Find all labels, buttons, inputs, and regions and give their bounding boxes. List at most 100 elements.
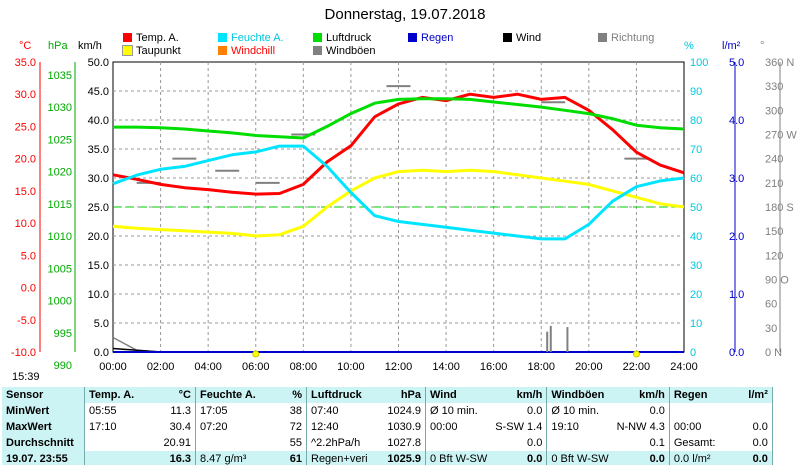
cell-min-gust-value: 0.0 <box>612 403 670 419</box>
axis-header-lm2: l/m² <box>722 40 741 52</box>
tick-hpa-4: 1015 <box>48 199 72 211</box>
legend-swatch-temp <box>123 33 132 42</box>
legend-wind: Wind <box>503 32 541 44</box>
tick-celsius-1: 30.0 <box>15 89 36 101</box>
legend-label-humidity: Feuchte A. <box>231 32 284 44</box>
cell-cur-rain-value: 0.0 <box>733 451 773 465</box>
tick-hpa-1: 1030 <box>48 102 72 114</box>
tick-celsius-9: -10.0 <box>11 347 36 359</box>
legend-direction: Richtung <box>598 32 654 44</box>
tick-hpa-9: 990 <box>54 360 72 372</box>
cell-avg-wind-time <box>426 435 492 451</box>
tick-percent-8: 20 <box>690 289 702 301</box>
cell-min-press-value: 1024.9 <box>381 403 426 419</box>
tick-time-7: 14:00 <box>432 361 460 373</box>
cell-cur-press-trend: Regen+veri <box>311 453 368 465</box>
legend-swatch-gusts <box>313 46 322 55</box>
tick-time-9: 18:00 <box>527 361 555 373</box>
cell-max-rain-value: 0.0 <box>733 419 773 435</box>
cell-avg-gust-value: 0.1 <box>612 435 670 451</box>
tick-hpa-7: 1000 <box>48 296 72 308</box>
legend-swatch-windchill <box>218 46 227 55</box>
cell-max-press-value: 1030.9 <box>381 419 426 435</box>
tick-percent-3: 70 <box>690 144 702 156</box>
tick-lm2-5: 0.0 <box>729 347 744 359</box>
tick-time-6: 12:00 <box>385 361 413 373</box>
legend-label-direction: Richtung <box>611 32 655 44</box>
tick-celsius-5: 10.0 <box>15 218 36 230</box>
legend-label-wind: Wind <box>516 32 542 44</box>
cell-avg-hum-value: 55 <box>274 435 307 451</box>
cell-total-rain-value: 0.0 <box>733 435 773 451</box>
cell-cur-gust-bft: 0 Bft W-SW <box>551 453 609 465</box>
tick-dir-5: 210 <box>765 178 783 190</box>
summary-row-avg: Durchschnitt 20.91 55 ^2.2hPa/h 1027.8 0… <box>2 435 773 451</box>
tick-dir-4: 240 <box>765 154 783 166</box>
legend-swatch-dewpoint <box>122 45 133 56</box>
tick-kmh-6: 20.0 <box>88 231 109 243</box>
cell-cur-label: 19.07. 23:55 <box>2 451 85 465</box>
th-humidity-unit: % <box>274 387 307 403</box>
tick-dir-10: 60 <box>765 299 777 311</box>
series-line-feuchte-a- <box>112 144 685 241</box>
cell-min-temp-value: 11.3 <box>147 403 196 419</box>
th-wind-unit: km/h <box>491 387 548 403</box>
legend-label-rain: Regen <box>421 32 454 44</box>
tick-celsius-4: 15.0 <box>15 186 36 198</box>
cell-max-gust-value: N-NW 4.3 <box>612 419 670 435</box>
cell-max-gust-time: 19:10 <box>551 421 579 433</box>
th-gusts: Windböen <box>551 389 605 401</box>
axis-header-deg: ° <box>760 40 765 52</box>
legend-pressure: Luftdruck <box>313 32 371 44</box>
series-line-temp-a- <box>112 92 685 196</box>
tick-hpa-6: 1005 <box>48 263 72 275</box>
chart-title: Donnerstag, 19.07.2018 <box>324 6 486 23</box>
tick-lm2-2: 3.0 <box>729 173 744 185</box>
tick-percent-5: 50 <box>690 202 702 214</box>
tick-time-10: 20:00 <box>575 361 603 373</box>
cell-cur-gust-value: 0.0 <box>612 451 670 465</box>
cell-min-wind-time: Ø 10 min. <box>430 405 478 417</box>
tick-time-11: 22:00 <box>623 361 651 373</box>
tick-lm2-3: 2.0 <box>729 231 744 243</box>
th-sensor: Sensor <box>2 387 85 403</box>
axis-header-hpa: hPa <box>48 40 68 52</box>
tick-celsius-2: 25.0 <box>15 121 36 133</box>
tick-kmh-0: 50.0 <box>88 57 109 69</box>
tick-celsius-6: 5.0 <box>21 250 36 262</box>
th-pressure-unit: hPa <box>381 387 426 403</box>
tick-lm2-4: 1.0 <box>729 289 744 301</box>
th-wind: Wind <box>430 389 457 401</box>
tick-kmh-5: 25.0 <box>88 202 109 214</box>
legend-humidity: Feuchte A. <box>218 32 284 44</box>
cell-max-wind-value: S-SW 1.4 <box>491 419 548 435</box>
summary-table: Sensor Temp. A. °C Feuchte A. % Luftdruc… <box>2 387 773 465</box>
cell-avg-wind-value: 0.0 <box>491 435 548 451</box>
cell-max-temp-time: 17:10 <box>89 421 117 433</box>
tick-dir-1: 330 <box>765 81 783 93</box>
cell-max-wind-time: 00:00 <box>430 421 458 433</box>
tick-dir-3: 270 W <box>765 130 797 142</box>
legend-swatch-wind <box>503 33 512 42</box>
cell-min-rain-time <box>669 403 734 419</box>
summary-header-row: Sensor Temp. A. °C Feuchte A. % Luftdruc… <box>2 387 773 403</box>
legend-swatch-rain <box>408 33 417 42</box>
tick-time-8: 16:00 <box>480 361 508 373</box>
cell-min-hum-value: 38 <box>274 403 307 419</box>
tick-kmh-10: 0.0 <box>94 347 109 359</box>
cell-max-hum-time: 07:20 <box>200 421 228 433</box>
cell-avg-temp-value: 20.91 <box>147 435 196 451</box>
tick-time-5: 10:00 <box>337 361 365 373</box>
legend-label-gusts: Windböen <box>326 45 376 57</box>
legend-label-windchill: Windchill <box>231 45 276 57</box>
summary-row-max: MaxWert 17:10 30.4 07:20 72 12:40 1030.9… <box>2 419 773 435</box>
tick-kmh-3: 35.0 <box>88 144 109 156</box>
tick-hpa-0: 1035 <box>48 70 72 82</box>
cell-avg-label: Durchschnitt <box>2 435 85 451</box>
tick-kmh-1: 45.0 <box>88 86 109 98</box>
cell-min-rain-value <box>733 403 773 419</box>
tick-lm2-0: 5.0 <box>729 57 744 69</box>
axis-header-percent: % <box>684 40 694 52</box>
cell-avg-press-trend: ^2.2hPa/h <box>311 437 361 449</box>
